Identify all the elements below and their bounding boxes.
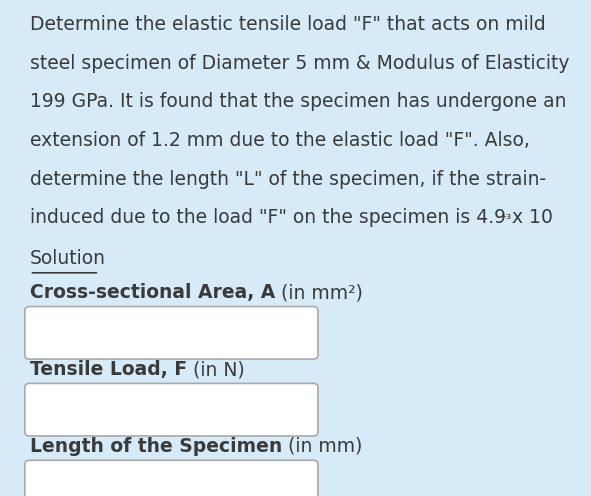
Text: (in mm²): (in mm²) bbox=[275, 283, 363, 302]
FancyBboxPatch shape bbox=[25, 307, 318, 359]
Text: ⁻³.: ⁻³. bbox=[499, 213, 515, 226]
Text: steel specimen of Diameter 5 mm & Modulus of Elasticity: steel specimen of Diameter 5 mm & Modulu… bbox=[30, 54, 569, 72]
FancyBboxPatch shape bbox=[25, 460, 318, 496]
Text: Determine the elastic tensile load "F" that acts on mild: Determine the elastic tensile load "F" t… bbox=[30, 15, 545, 34]
Text: Cross-sectional Area, A: Cross-sectional Area, A bbox=[30, 283, 275, 302]
FancyBboxPatch shape bbox=[25, 383, 318, 436]
Text: Length of the Specimen: Length of the Specimen bbox=[30, 437, 282, 456]
Text: (in mm): (in mm) bbox=[282, 437, 362, 456]
Text: Tensile Load, F: Tensile Load, F bbox=[30, 360, 187, 379]
Text: 199 GPa. It is found that the specimen has undergone an: 199 GPa. It is found that the specimen h… bbox=[30, 92, 566, 111]
Text: Solution: Solution bbox=[30, 249, 106, 268]
Text: (in N): (in N) bbox=[187, 360, 245, 379]
Text: extension of 1.2 mm due to the elastic load "F". Also,: extension of 1.2 mm due to the elastic l… bbox=[30, 131, 530, 150]
Text: determine the length "L" of the specimen, if the strain-: determine the length "L" of the specimen… bbox=[30, 170, 545, 188]
Text: induced due to the load "F" on the specimen is 4.9 x 10: induced due to the load "F" on the speci… bbox=[30, 208, 553, 227]
